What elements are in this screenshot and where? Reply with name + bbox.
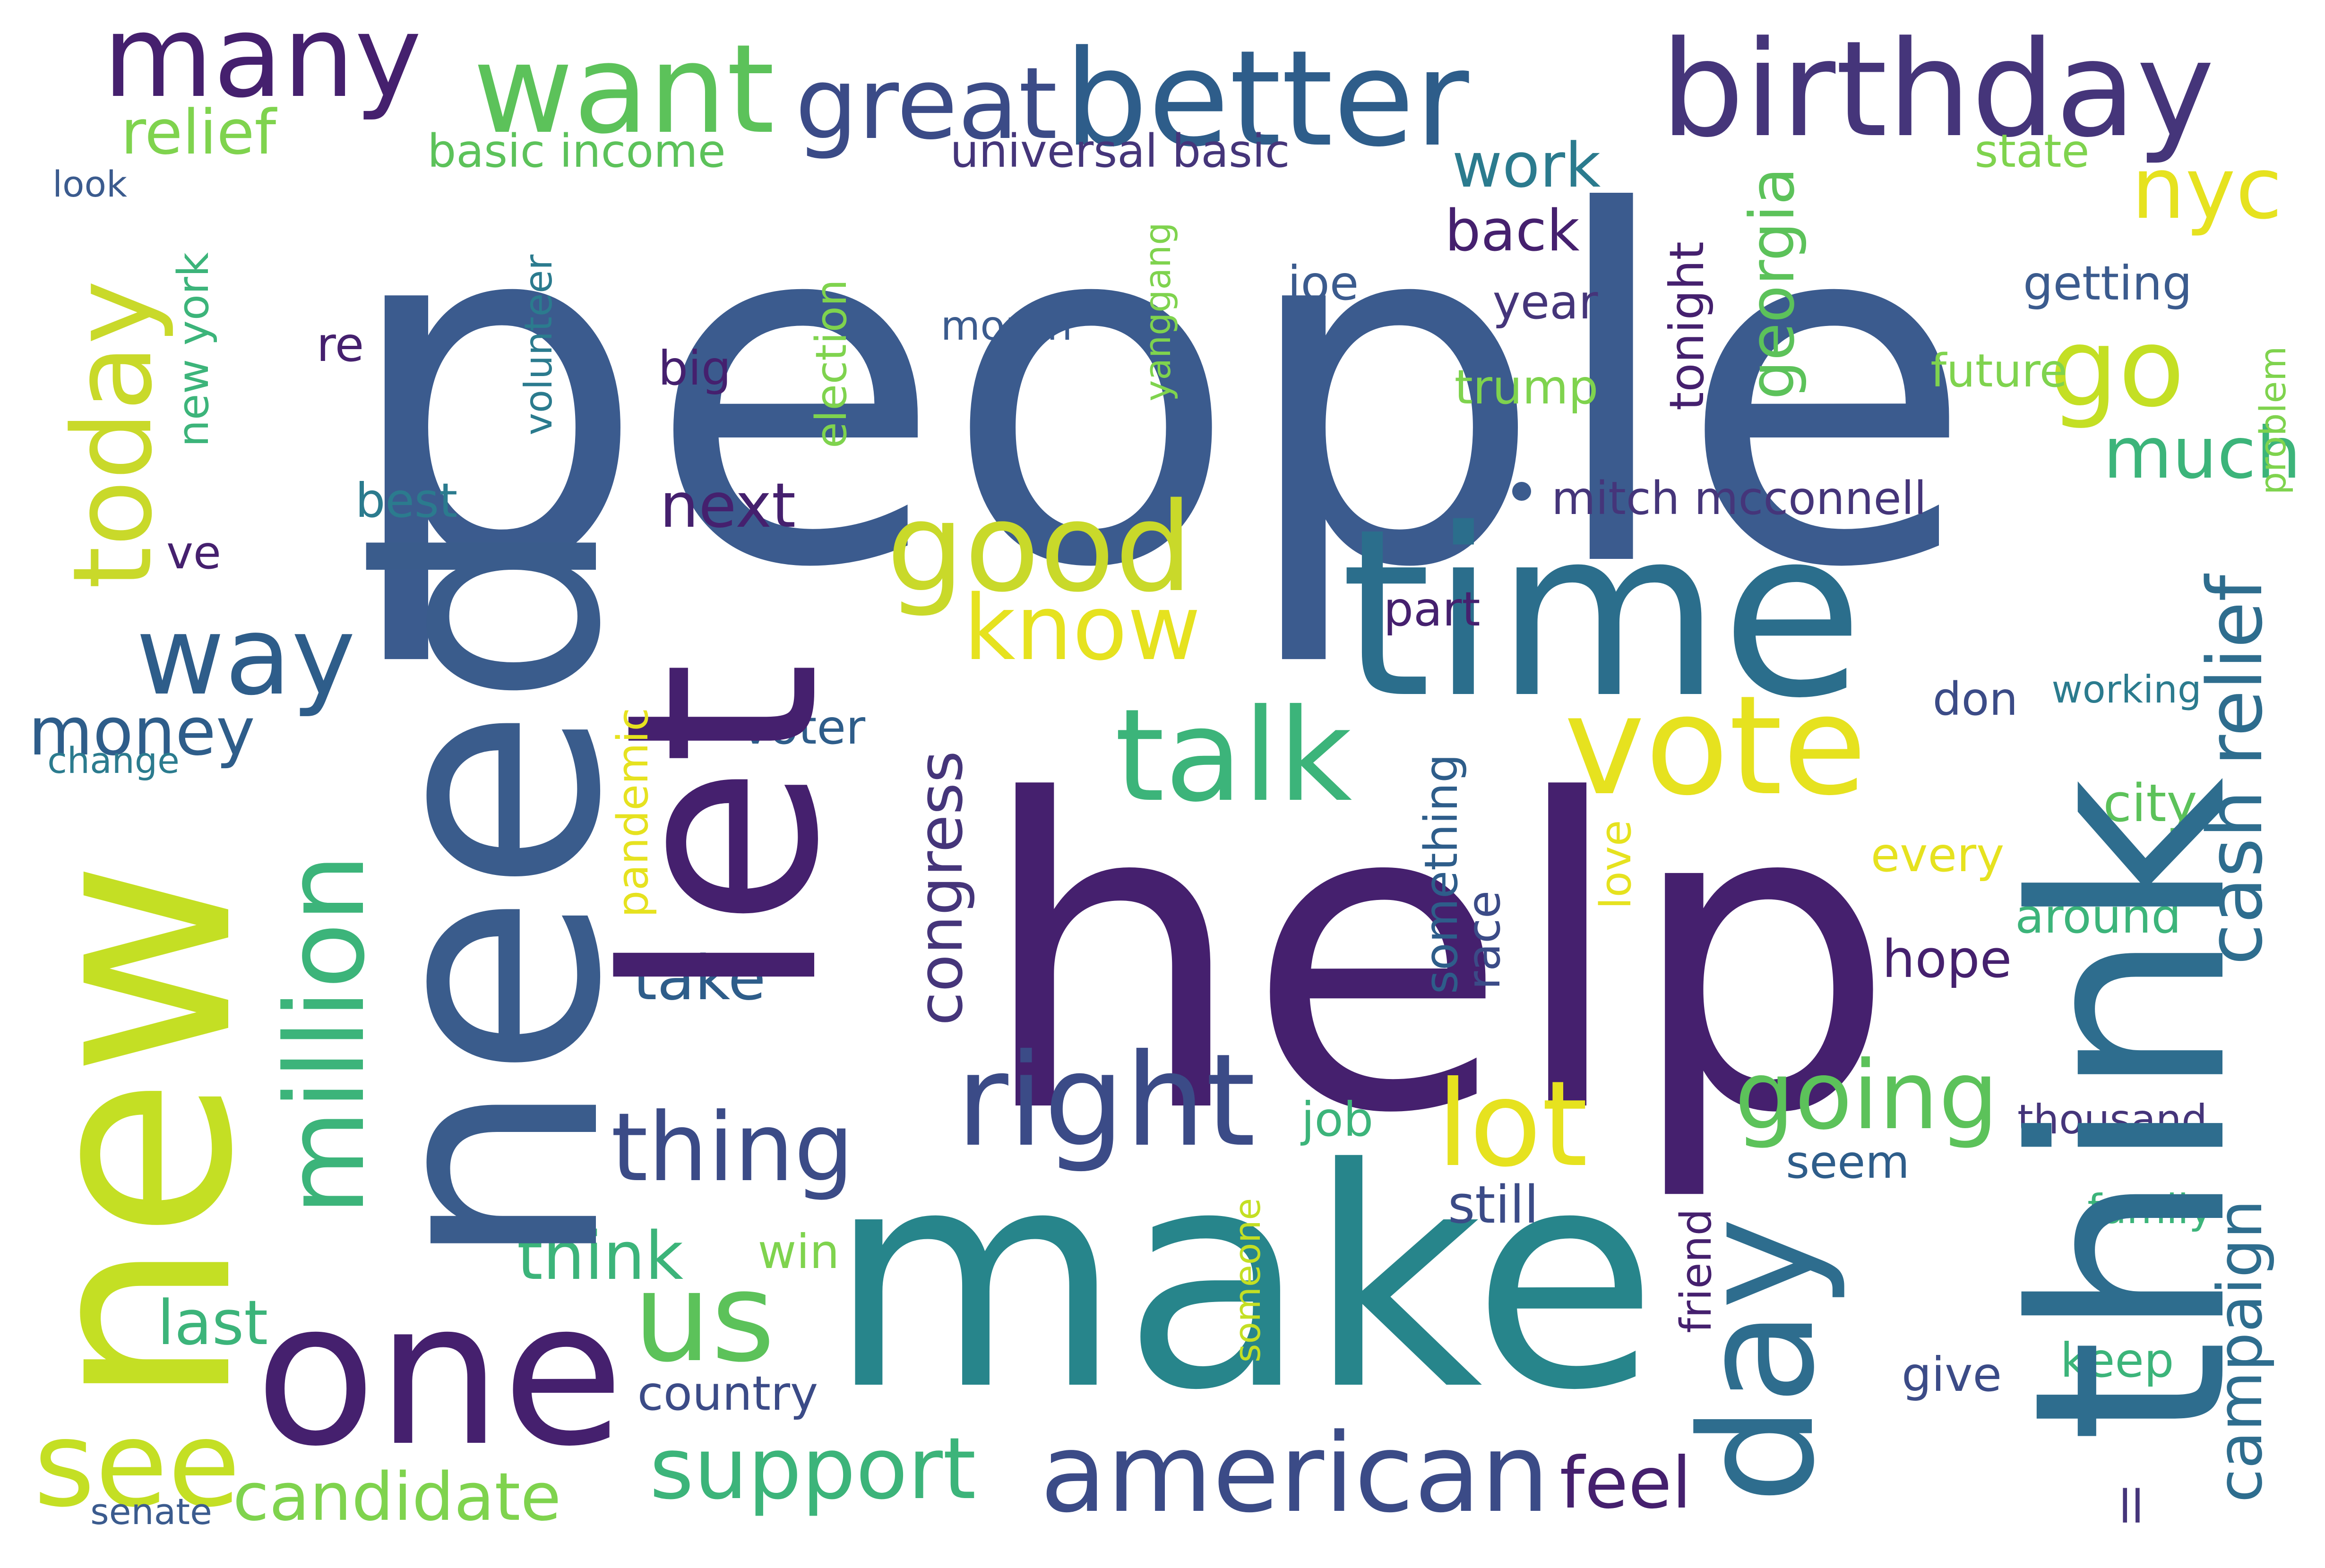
word-right: right xyxy=(956,1026,1256,1175)
word-thing: thing xyxy=(611,1093,854,1203)
word-nyc: nyc xyxy=(2131,139,2282,238)
word-hope: hope xyxy=(1882,929,2012,989)
word-today: today xyxy=(50,280,176,589)
word-georgia: georgia xyxy=(1736,167,1808,400)
word-tonight: tonight xyxy=(1659,241,1714,411)
word-thousand: thousand xyxy=(2017,1096,2207,1143)
word-better: better xyxy=(1064,22,1469,176)
word-family: family xyxy=(2087,1186,2213,1233)
word-joe: joe xyxy=(1287,256,1359,311)
word-universal-basic: universal basic xyxy=(950,125,1290,178)
word-big: big xyxy=(658,341,732,396)
word-cash-relief: cash relief xyxy=(2191,574,2279,966)
word-new-york: new york xyxy=(169,252,218,447)
word-give: give xyxy=(1902,1347,2002,1402)
word-good: good xyxy=(886,477,1193,619)
word-election: election xyxy=(807,279,856,448)
word-mitch-mcconnell: mitch mcconnell xyxy=(1551,472,1927,525)
word-win: win xyxy=(758,1224,840,1279)
word-senate: senate xyxy=(90,1491,212,1533)
word-pandemic: pandemic xyxy=(608,708,658,917)
word-next: next xyxy=(660,470,796,541)
word-campaign: campaign xyxy=(2204,1200,2276,1503)
word-go: go xyxy=(2049,305,2185,431)
word-see: see xyxy=(34,1396,241,1533)
word-love: love xyxy=(1591,820,1641,909)
word-talk: talk xyxy=(1114,681,1352,830)
word-million: million xyxy=(263,853,389,1216)
word-want: want xyxy=(473,18,775,161)
word-basic-income: basic income xyxy=(427,125,726,178)
word-last: last xyxy=(157,1287,268,1359)
word-american: american xyxy=(1040,1411,1550,1537)
word-candidate: candidate xyxy=(232,1459,561,1536)
word-state: state xyxy=(1974,125,2090,178)
word-many: many xyxy=(103,0,422,123)
word-back: back xyxy=(1445,198,1580,264)
word-relief: relief xyxy=(121,96,276,168)
word-yanggang: yanggang xyxy=(1137,222,1179,402)
word-year: year xyxy=(1492,274,1598,330)
word-work: work xyxy=(1452,129,1601,201)
word-congress: congress xyxy=(904,751,976,1026)
word-us: us xyxy=(633,1247,775,1389)
word-way: way xyxy=(136,593,356,720)
word-problem: problem xyxy=(2252,346,2294,495)
word-future: future xyxy=(1930,344,2067,397)
word-lot: lot xyxy=(1436,1055,1588,1193)
word-birthday: birthday xyxy=(1660,13,2215,167)
word-new: new xyxy=(0,860,291,1407)
word-seem: seem xyxy=(1786,1136,1910,1189)
word-look: look xyxy=(52,163,128,205)
word-going: going xyxy=(1734,1041,1999,1151)
word-great: great xyxy=(795,46,1058,162)
word-one: one xyxy=(255,1259,624,1490)
word-getting: getting xyxy=(2023,256,2193,311)
word-re: re xyxy=(316,317,364,372)
word-take: take xyxy=(633,942,766,1014)
word-change: change xyxy=(47,739,180,781)
word-support: support xyxy=(649,1420,976,1518)
word-ll: ll xyxy=(2118,1481,2144,1534)
word-make: make xyxy=(827,1104,1658,1456)
word-someone: someone xyxy=(1226,1198,1268,1363)
word-ve: ve xyxy=(166,526,221,579)
word-country: country xyxy=(637,1366,818,1421)
word-people: people xyxy=(341,111,1975,673)
word-know: know xyxy=(963,576,1201,680)
word-city: city xyxy=(2103,773,2197,833)
word-keep: keep xyxy=(2060,1333,2174,1388)
word-vote: vote xyxy=(1564,667,1867,826)
word-feel: feel xyxy=(1559,1442,1692,1525)
word-job: job xyxy=(1301,1092,1374,1147)
dot-mark xyxy=(1512,482,1531,501)
word-voter: voter xyxy=(741,700,866,755)
word-friend: friend xyxy=(1671,1208,1721,1333)
word-think-small: think xyxy=(517,1218,684,1295)
word-volunteer: volunteer xyxy=(517,254,560,436)
word-race: race xyxy=(1457,890,1510,990)
word-money: money xyxy=(28,694,255,771)
word-every: every xyxy=(1870,827,2005,883)
word-much: much xyxy=(2103,412,2301,495)
word-help: help xyxy=(977,711,1896,1206)
word-still: still xyxy=(1447,1174,1539,1235)
word-trump: trump xyxy=(1454,360,1599,415)
word-time: time xyxy=(1340,479,1864,749)
word-month: month xyxy=(940,302,1073,350)
word-around: around xyxy=(2015,889,2181,944)
word-working: working xyxy=(2051,668,2202,711)
word-part: part xyxy=(1383,582,1481,637)
word-don: don xyxy=(1932,673,2018,726)
word-best: best xyxy=(355,473,458,528)
